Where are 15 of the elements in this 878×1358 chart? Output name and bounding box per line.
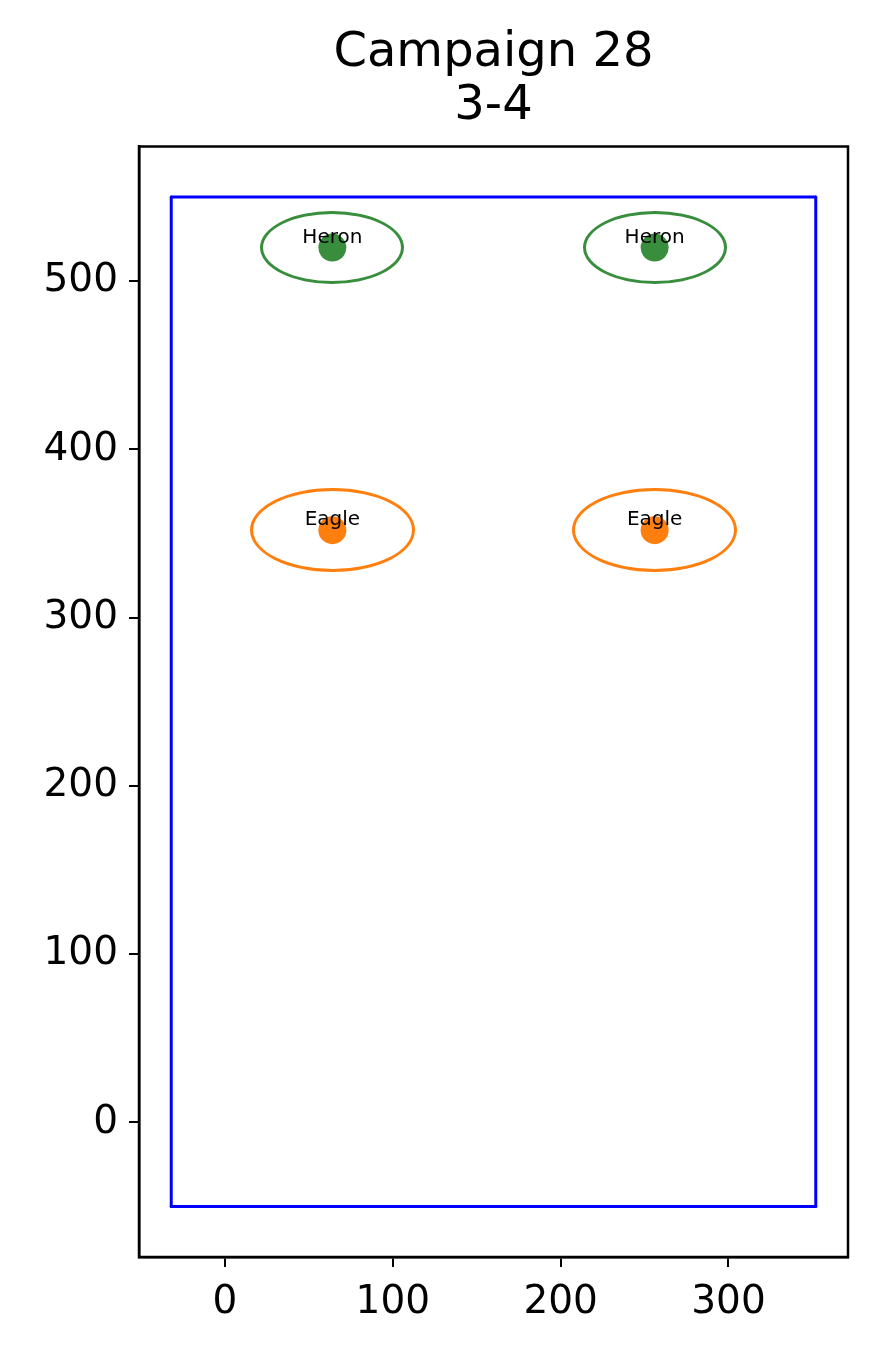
x-tick-label: 0 — [212, 1276, 238, 1322]
text: Heron — [624, 223, 685, 248]
y-tick-label: 0 — [93, 1096, 118, 1142]
y-tick-label: 500 — [43, 255, 118, 301]
series-label: Eagle — [304, 506, 361, 531]
x-tick-label: 100 — [355, 1276, 431, 1322]
y-tick-label: 300 — [43, 591, 118, 637]
text: Eagle — [626, 506, 683, 531]
y-tick-label: 400 — [43, 423, 118, 469]
y-tick-label: 100 — [43, 928, 118, 974]
series-label: Heron — [302, 223, 363, 248]
y-tick-label: 200 — [43, 760, 118, 806]
x-tick-label: 300 — [691, 1276, 766, 1322]
x-tick-label: 200 — [523, 1276, 598, 1322]
chart-title: Campaign 28 — [333, 20, 654, 77]
